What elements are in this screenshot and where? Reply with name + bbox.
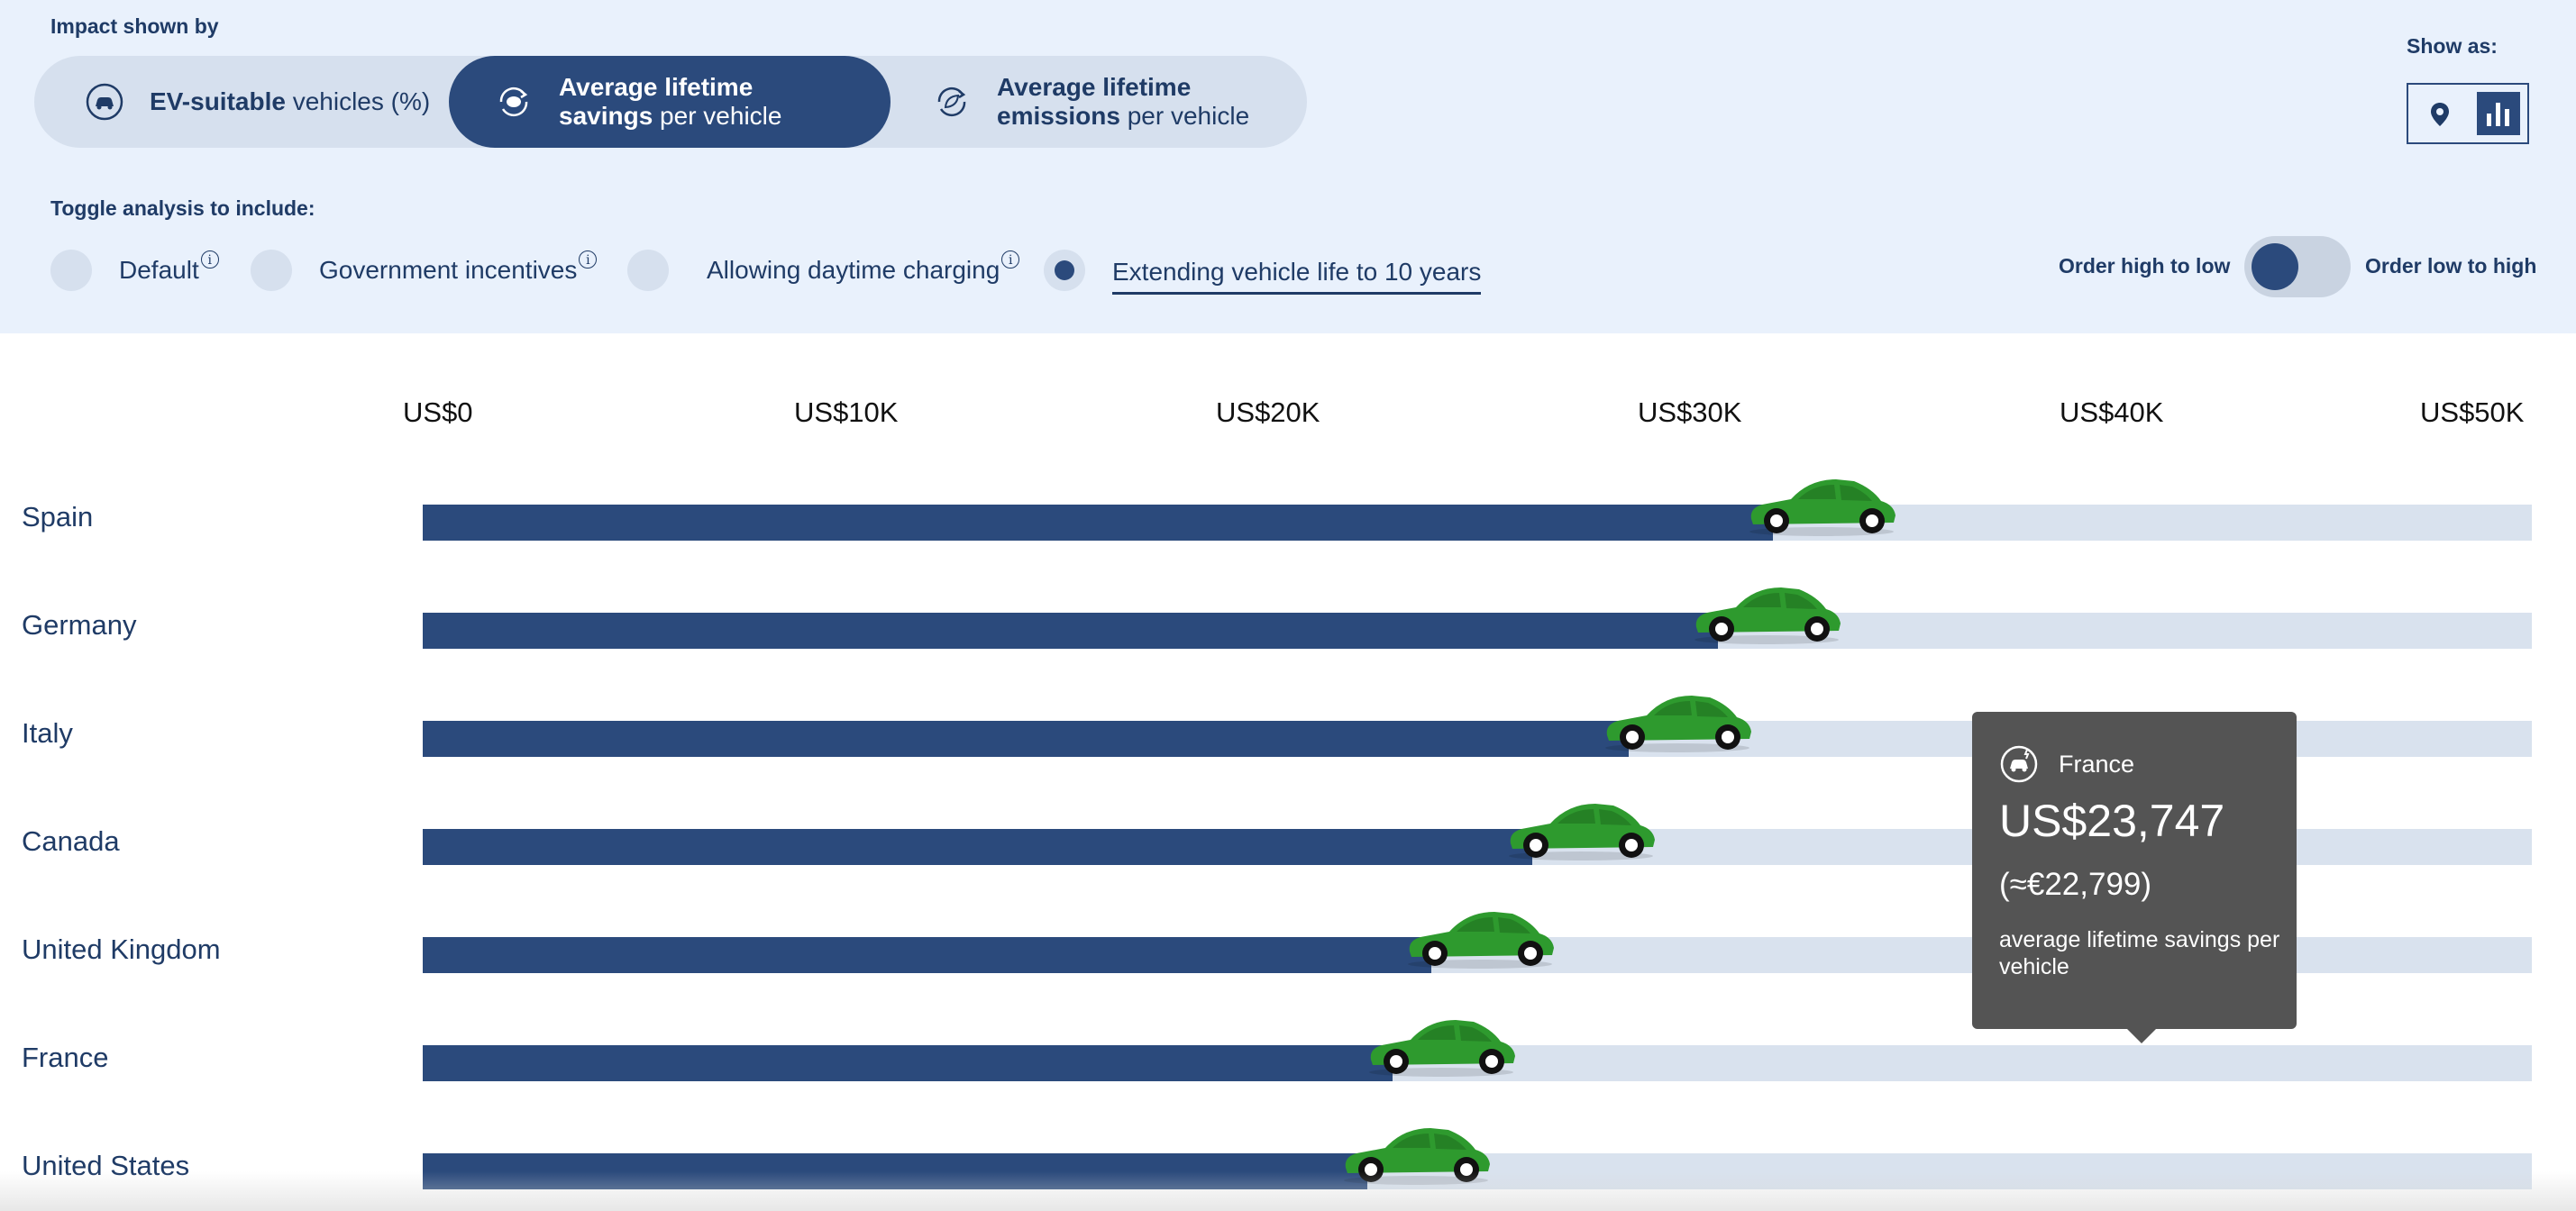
order-high-low-label[interactable]: Order high to low xyxy=(2059,254,2231,278)
segment-lifetime-emissions-bold: Average lifetime emissions xyxy=(997,73,1192,130)
ev-car-icon xyxy=(2000,745,2038,783)
bar[interactable] xyxy=(423,937,1431,973)
toggle-government-incentives-text: Government incentives xyxy=(319,256,578,284)
bar-chart-icon[interactable] xyxy=(2477,92,2520,135)
impact-segmented-control: EV-suitable vehicles (%) Average lifetim… xyxy=(34,56,1307,148)
impact-label: Impact shown by xyxy=(50,14,219,38)
map-pin-icon[interactable] xyxy=(2425,99,2455,130)
bottom-shadow xyxy=(0,1171,2576,1211)
x-tick-label: US$50K xyxy=(2420,396,2525,428)
country-label: Germany xyxy=(22,609,137,641)
segment-lifetime-emissions[interactable]: Average lifetime emissions per vehicle xyxy=(891,56,1305,148)
bar[interactable] xyxy=(423,829,1532,865)
tooltip-country: France xyxy=(2059,750,2135,778)
controls-panel: Impact shown by EV-suitable vehicles (%)… xyxy=(0,0,2576,333)
toggle-extended-life-radio[interactable] xyxy=(1044,250,1085,291)
chart-tooltip: France US$23,747 (≈€22,799) average life… xyxy=(1972,712,2297,1043)
tooltip-converted-value: (≈€22,799) xyxy=(1999,867,2152,902)
toggle-government-incentives[interactable]: Government incentives i xyxy=(251,245,598,296)
segment-ev-suitable-bold: EV-suitable xyxy=(150,87,286,115)
car-marker-icon[interactable] xyxy=(1404,906,1556,971)
toggle-government-incentives-radio[interactable] xyxy=(251,250,292,291)
order-low-high-label[interactable]: Order low to high xyxy=(2365,254,2537,278)
info-icon[interactable]: i xyxy=(579,250,598,269)
tooltip-header: France xyxy=(1999,744,2134,784)
country-label: United Kingdom xyxy=(22,933,221,965)
segment-lifetime-savings[interactable]: Average lifetime savings per vehicle xyxy=(449,56,891,148)
x-tick-label: US$20K xyxy=(1216,396,1320,428)
country-label: Italy xyxy=(22,717,73,749)
bar[interactable] xyxy=(423,721,1630,757)
bar[interactable] xyxy=(423,1045,1393,1081)
segment-ev-suitable-rest: vehicles (%) xyxy=(285,87,431,115)
info-icon[interactable]: i xyxy=(1001,250,1020,269)
car-marker-icon[interactable] xyxy=(1746,474,1897,539)
order-toggle-knob[interactable] xyxy=(2252,243,2298,290)
car-marker-icon[interactable] xyxy=(1602,690,1753,755)
segment-lifetime-emissions-rest: per vehicle xyxy=(1119,102,1250,130)
toggle-default-text: Default xyxy=(119,256,199,284)
country-label: Spain xyxy=(22,501,94,533)
segment-ev-suitable[interactable]: EV-suitable vehicles (%) xyxy=(34,56,449,148)
toggle-default[interactable]: Default i xyxy=(50,245,219,296)
emissions-icon xyxy=(937,86,966,117)
show-as-toggle xyxy=(2407,83,2529,144)
toggle-extended-life[interactable]: Extending vehicle life to 10 years xyxy=(1044,245,1482,296)
x-tick-label: US$0 xyxy=(403,396,473,428)
toggle-daytime-charging-radio[interactable] xyxy=(627,250,669,291)
car-marker-icon[interactable] xyxy=(1505,798,1657,863)
savings-icon xyxy=(499,86,528,117)
toggle-extended-life-label: Extending vehicle life to 10 years xyxy=(1112,258,1482,295)
bar[interactable] xyxy=(423,613,1718,649)
bar[interactable] xyxy=(423,505,1773,541)
car-marker-icon[interactable] xyxy=(1691,582,1842,647)
x-tick-label: US$10K xyxy=(794,396,899,428)
country-label: Canada xyxy=(22,825,120,857)
show-as-label: Show as: xyxy=(2407,34,2498,58)
country-label: France xyxy=(22,1042,109,1073)
car-marker-icon[interactable] xyxy=(1366,1015,1517,1079)
segment-lifetime-savings-bold: Average lifetime savings xyxy=(559,73,754,130)
toggle-daytime-charging-label: Allowing daytime charging i xyxy=(707,250,1020,285)
x-tick-label: US$30K xyxy=(1638,396,1742,428)
toggle-government-incentives-label: Government incentives i xyxy=(319,250,598,285)
ev-car-icon xyxy=(86,83,123,121)
toggle-daytime-charging[interactable]: Allowing daytime charging i xyxy=(627,245,1020,296)
order-toggle-switch[interactable] xyxy=(2244,236,2351,297)
toggle-daytime-charging-text: Allowing daytime charging xyxy=(707,256,1000,284)
segment-lifetime-savings-rest: per vehicle xyxy=(653,102,782,130)
info-icon[interactable]: i xyxy=(200,250,219,269)
toggle-default-radio[interactable] xyxy=(50,250,92,291)
tooltip-description: average lifetime savings per vehicle xyxy=(1999,927,2280,979)
toggle-label: Toggle analysis to include: xyxy=(50,196,315,220)
toggle-default-label: Default i xyxy=(119,250,219,285)
tooltip-value: US$23,747 xyxy=(1999,796,2225,846)
x-tick-label: US$40K xyxy=(2060,396,2164,428)
